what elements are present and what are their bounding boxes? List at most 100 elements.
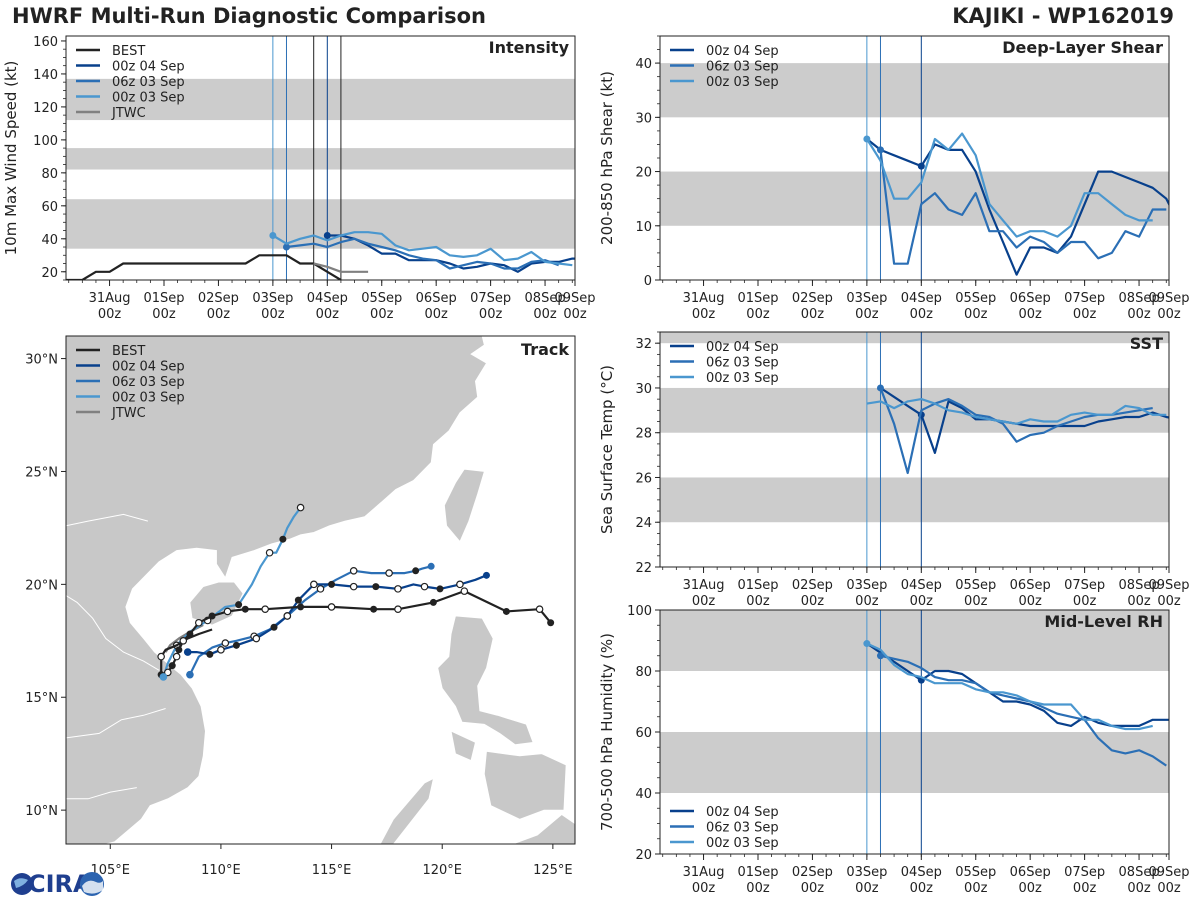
y-axis-label: Sea Surface Temp (°C) (598, 365, 616, 534)
cira-logo: CIRA (11, 870, 104, 898)
y-tick-label: 60 (635, 726, 652, 741)
legend-label: 00z 04 Sep (112, 360, 185, 375)
legend-label: 00z 04 Sep (706, 805, 779, 820)
lon-tick-label: 115°E (312, 863, 352, 878)
track-point-12z (179, 636, 188, 645)
legend-label: BEST (112, 344, 145, 359)
lat-tick-label: 15°N (25, 691, 58, 706)
start-marker-run_06z03 (282, 243, 290, 251)
panel-title: Mid-Level RH (1044, 612, 1163, 631)
band-0 (660, 477, 1169, 523)
x-tick-label: 04Sep (901, 291, 942, 306)
legend-label: 00z 03 Sep (706, 371, 779, 386)
legend-label: 06z 03 Sep (706, 356, 779, 371)
y-tick-label: 20 (635, 848, 652, 863)
x-tick-sublabel: 00z (479, 307, 503, 322)
y-tick-label: 30 (635, 382, 652, 397)
x-tick-label: 31Aug (683, 578, 725, 593)
hainan-island (189, 581, 244, 626)
x-tick-label: 01Sep (143, 291, 184, 306)
legend-label: JTWC (111, 106, 146, 121)
border-line (66, 787, 137, 800)
x-tick-sublabel: 00z (746, 881, 770, 896)
x-tick-sublabel: 00z (98, 307, 122, 322)
track-point-00z (370, 605, 378, 613)
legend-label: 06z 03 Sep (112, 75, 185, 90)
x-tick-sublabel: 00z (801, 881, 825, 896)
track-point-12z (265, 548, 274, 557)
x-tick-label: 06Sep (1010, 865, 1051, 880)
track-point-12z (420, 582, 429, 591)
track-start-marker (427, 562, 435, 570)
track-point-00z (168, 662, 176, 670)
x-tick-sublabel: 00z (910, 594, 934, 609)
y-tick-label: 120 (33, 101, 58, 116)
y-tick-label: 24 (635, 516, 652, 531)
x-tick-label: 04Sep (307, 291, 348, 306)
border-line (66, 708, 166, 739)
x-tick-label: 07Sep (1064, 578, 1105, 593)
track-point-12z (261, 605, 269, 613)
x-tick-sublabel: 00z (1018, 881, 1042, 896)
lon-tick-label: 125°E (533, 863, 573, 878)
map-frame (65, 335, 576, 845)
legend-label: 00z 03 Sep (706, 836, 779, 851)
y-tick-label: 100 (627, 604, 652, 619)
legend-label: 06z 03 Sep (112, 375, 185, 390)
track-point-00z (328, 580, 336, 588)
series-group (66, 231, 575, 280)
track-point-00z (429, 598, 437, 606)
track-end-marker-run_06z03 (186, 670, 194, 679)
x-tick-sublabel: 00z (563, 307, 587, 322)
y-axis-label: 10m Max Wind Speed (kt) (2, 61, 20, 256)
series-line-run_00z03 (866, 642, 1153, 731)
x-tick-sublabel: 00z (152, 307, 176, 322)
x-tick-label: 02Sep (792, 578, 833, 593)
y-tick-label: 80 (41, 167, 58, 182)
x-tick-label: 07Sep (1064, 865, 1105, 880)
y-tick-label: 0 (644, 274, 652, 289)
x-tick-label: 01Sep (737, 291, 778, 306)
legend-label: 00z 03 Sep (706, 75, 779, 90)
palawan-island (379, 777, 434, 844)
legend-label: 00z 03 Sep (112, 391, 185, 406)
track-point-00z (241, 605, 249, 613)
x-tick-label: 04Sep (901, 578, 942, 593)
x-tick-label: 05Sep (955, 291, 996, 306)
tracks-group (157, 503, 555, 681)
x-tick-sublabel: 00z (1073, 881, 1097, 896)
border-line (66, 513, 149, 527)
luzon-island (437, 615, 534, 746)
track-point-00z (186, 630, 194, 638)
lat-tick-label: 20°N (25, 578, 58, 593)
x-tick-label: 05Sep (955, 578, 996, 593)
x-tick-sublabel: 00z (1018, 307, 1042, 322)
band-2 (66, 78, 575, 121)
band-1 (66, 148, 575, 170)
panel-title: Track (521, 340, 569, 359)
x-tick-label: 05Sep (361, 291, 402, 306)
series-group (863, 640, 1169, 767)
x-tick-label: 03Sep (846, 291, 887, 306)
y-tick-label: 100 (33, 134, 58, 149)
band-2 (660, 332, 1169, 344)
x-tick-sublabel: 00z (261, 307, 285, 322)
panel-title: SST (1130, 334, 1163, 353)
x-tick-sublabel: 00z (910, 307, 934, 322)
y-axis-label: 200-850 hPa Shear (kt) (598, 71, 616, 245)
x-tick-label: 05Sep (955, 865, 996, 880)
x-tick-sublabel: 00z (1018, 594, 1042, 609)
x-tick-label: 01Sep (737, 578, 778, 593)
plot-frame (65, 35, 576, 281)
start-marker-run_06z03 (876, 652, 884, 660)
series-group (863, 132, 1169, 276)
x-tick-label: 02Sep (792, 291, 833, 306)
x-tick-sublabel: 00z (1073, 307, 1097, 322)
lon-tick-label: 110°E (201, 863, 241, 878)
x-tick-sublabel: 00z (370, 307, 394, 322)
y-tick-label: 40 (635, 57, 652, 72)
track-point-12z (394, 585, 402, 593)
x-tick-sublabel: 00z (964, 307, 988, 322)
track-end-marker-run_00z03 (159, 673, 168, 681)
y-tick-label: 160 (33, 35, 58, 50)
